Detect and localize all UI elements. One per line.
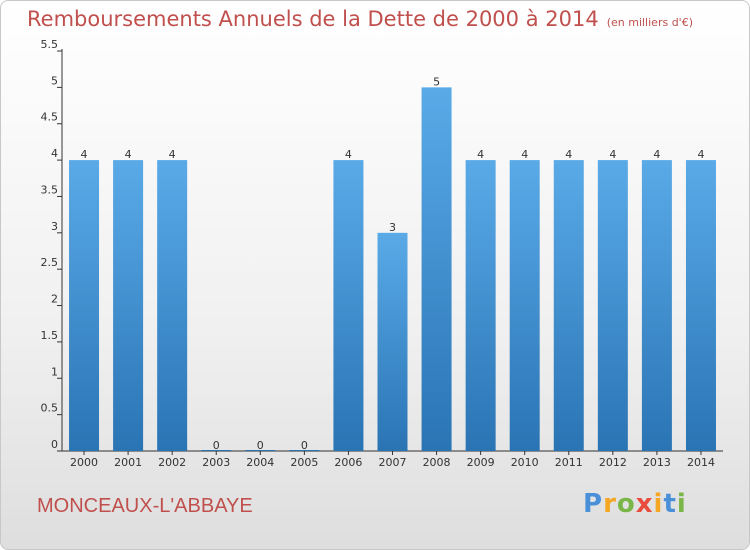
bar xyxy=(465,160,496,451)
x-tick-label: 2004 xyxy=(246,456,274,469)
y-tick-label: 4 xyxy=(51,147,58,160)
y-tick-label: 3 xyxy=(51,220,58,233)
bar xyxy=(597,160,628,451)
bar xyxy=(685,160,716,451)
y-tick-label: 5 xyxy=(51,74,58,87)
y-tick-label: 1.5 xyxy=(41,329,59,342)
bar xyxy=(333,160,364,451)
commune-name: MONCEAUX-L'ABBAYE xyxy=(37,495,253,517)
x-tick-label: 2010 xyxy=(511,456,539,469)
bar xyxy=(289,450,320,451)
y-tick-label: 0.5 xyxy=(41,402,59,415)
x-tick-label: 2008 xyxy=(423,456,451,469)
x-tick-label: 2011 xyxy=(555,456,583,469)
x-tick-label: 2012 xyxy=(599,456,627,469)
x-tick-label: 2003 xyxy=(202,456,230,469)
data-label: 0 xyxy=(213,439,220,452)
bar xyxy=(157,160,188,451)
data-label: 4 xyxy=(81,148,88,161)
bar xyxy=(245,450,276,451)
data-label: 4 xyxy=(477,148,484,161)
y-tick-label: 5.5 xyxy=(41,38,59,51)
chart-title: Remboursements Annuels de la Dette de 20… xyxy=(27,7,693,31)
proxiti-logo: Proxiti xyxy=(583,489,687,519)
x-tick-label: 2000 xyxy=(70,456,98,469)
x-tick-label: 2005 xyxy=(290,456,318,469)
data-label: 4 xyxy=(697,148,704,161)
data-label: 4 xyxy=(565,148,572,161)
y-tick-label: 1 xyxy=(51,365,58,378)
chart-subtitle: (en milliers d'€) xyxy=(606,16,693,29)
data-label: 4 xyxy=(653,148,660,161)
y-tick-label: 2.5 xyxy=(41,256,59,269)
bar xyxy=(113,160,144,451)
data-label: 3 xyxy=(389,221,396,234)
data-label: 0 xyxy=(301,439,308,452)
bar xyxy=(509,160,540,451)
bar xyxy=(553,160,584,451)
x-tick-label: 2001 xyxy=(114,456,142,469)
data-label: 4 xyxy=(609,148,616,161)
y-tick-label: 0 xyxy=(51,438,58,451)
chart-title-text: Remboursements Annuels de la Dette de 20… xyxy=(27,7,599,31)
data-label: 5 xyxy=(433,75,440,88)
x-tick-label: 2014 xyxy=(687,456,715,469)
y-tick-label: 3.5 xyxy=(41,183,59,196)
x-tick-label: 2009 xyxy=(467,456,495,469)
x-tick-label: 2013 xyxy=(643,456,671,469)
data-label: 0 xyxy=(257,439,264,452)
data-label: 4 xyxy=(345,148,352,161)
x-tick-label: 2007 xyxy=(379,456,407,469)
data-label: 4 xyxy=(169,148,176,161)
x-tick-label: 2006 xyxy=(334,456,362,469)
x-tick-label: 2002 xyxy=(158,456,186,469)
data-label: 4 xyxy=(521,148,528,161)
bar xyxy=(377,232,408,451)
bar xyxy=(421,87,452,451)
bar xyxy=(201,450,232,451)
bar xyxy=(641,160,672,451)
data-label: 4 xyxy=(125,148,132,161)
y-tick-label: 4.5 xyxy=(41,111,59,124)
bar xyxy=(69,160,100,451)
y-tick-label: 2 xyxy=(51,293,58,306)
